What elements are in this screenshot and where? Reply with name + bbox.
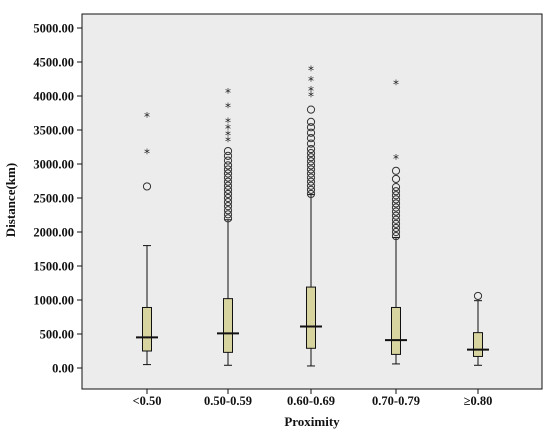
outlier-point [391,211,401,220]
outlier-point [223,151,233,160]
outlier-point [391,207,401,216]
outlier-point [391,195,401,204]
outlier-point [391,191,401,200]
outlier-point [306,165,316,174]
y-axis-title: Distance(km) [3,163,18,237]
outlier-point [306,185,316,194]
outlier-point [391,174,401,184]
iqr-box [306,286,316,349]
extreme-point: * [308,90,314,104]
outlier-point [223,173,233,182]
y-tick-label: 3000.00 [33,158,74,172]
outlier-point [223,185,233,194]
extreme-point: * [225,128,231,142]
outlier-point [306,161,316,170]
outlier-point [306,117,316,126]
outlier-point [306,149,316,158]
outlier-point [223,197,233,207]
y-tick-label: 4000.00 [33,90,74,104]
outlier-point [142,182,152,191]
x-tick-label: 0.50-0.59 [204,394,252,408]
extreme-point: * [393,152,399,166]
iqr-box [223,298,233,353]
box-4: ** [385,77,407,365]
outlier-point [306,139,316,148]
outlier-point [391,219,401,228]
iqr-box [391,306,401,355]
outlier-point [306,134,316,143]
outlier-point [306,189,316,199]
extreme-point: * [225,134,231,148]
x-tick-label: 0.70-0.79 [372,394,420,408]
x-tick-label: ≥0.80 [464,394,493,408]
outlier-point [391,215,401,224]
outlier-point [223,202,233,211]
extreme-point: * [144,147,150,161]
y-tick-label: 500.00 [40,328,74,342]
extreme-point: * [308,74,314,88]
y-tick-label: 2000.00 [33,226,74,240]
outlier-point [223,177,233,186]
outlier-point [391,231,401,241]
y-tick-label: 4500.00 [33,56,74,70]
outlier-point [306,153,316,162]
y-axis: 0.00 500.00 1000.00 1500.00 2000.00 2500.00 30… [33,22,82,376]
outlier-point [391,227,401,237]
x-tick-label: 0.60-0.69 [287,394,335,408]
outlier-point [223,206,233,215]
outlier-point [223,146,233,156]
outlier-point [223,161,233,170]
outlier-point [391,203,401,212]
extreme-point: * [144,110,150,124]
outlier-point [306,157,316,166]
box-series: ******** ****** [136,64,489,367]
x-tick-label: <0.50 [133,394,162,408]
box-2: ****** [217,86,239,366]
outlier-point [306,173,316,182]
outlier-point [391,183,401,192]
y-tick-label: 5000.00 [33,22,74,36]
iqr-box [142,306,152,352]
outlier-point [306,177,316,186]
box-5 [467,291,489,366]
outlier-point [223,214,233,223]
y-tick-label: 2500.00 [33,192,74,206]
x-axis: <0.50 0.50-0.59 0.60-0.69 0.70-0.79 ≥0.80 [133,389,493,408]
outlier-point [473,291,483,301]
outlier-point [306,123,316,132]
outlier-point [223,181,233,190]
outlier-point [223,169,233,178]
x-axis-title: Proximity [284,414,340,429]
outlier-point [306,181,316,190]
outlier-point [391,166,401,175]
y-tick-label: 0.00 [52,362,74,376]
outlier-point [391,199,401,208]
y-tick-label: 1500.00 [33,260,74,274]
box-1: ** [136,110,158,366]
extreme-point: * [308,84,314,98]
outlier-point [306,144,316,154]
outlier-point [223,165,233,174]
outlier-point [391,223,401,233]
outlier-point [391,187,401,196]
extreme-point: * [308,64,314,78]
extreme-point: * [393,77,399,91]
y-tick-label: 3500.00 [33,124,74,138]
y-tick-label: 1000.00 [33,294,74,308]
outlier-point [306,169,316,178]
outlier-point [223,193,233,203]
outlier-point [223,156,233,165]
extreme-point: * [225,115,231,129]
outlier-point [306,128,316,137]
outlier-point [223,210,233,219]
box-3: **** [300,64,322,367]
outlier-point [306,105,316,114]
iqr-box [473,332,483,357]
extreme-point: * [225,100,231,114]
extreme-point: * [225,122,231,136]
outlier-point [223,189,233,199]
extreme-point: * [225,86,231,100]
